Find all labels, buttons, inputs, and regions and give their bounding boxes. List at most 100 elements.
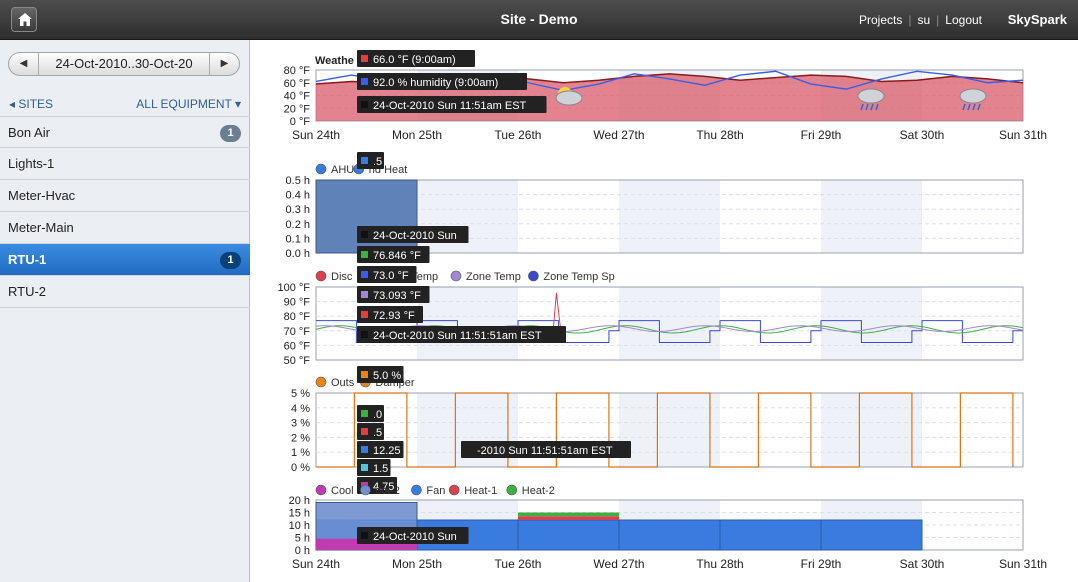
tooltip-swatch — [361, 428, 368, 435]
y-tick-label: 2 % — [291, 432, 310, 444]
x-tick-label: Sun 24th — [292, 557, 340, 571]
top-bar: Site - Demo Projects | su | Logout SkySpark — [0, 0, 1078, 40]
logout-link[interactable]: Logout — [945, 13, 982, 27]
tooltip-bg — [357, 286, 430, 303]
tooltip-text: 24-Oct-2010 Sun — [373, 230, 457, 242]
x-tick-label: Sun 31th — [999, 557, 1047, 571]
count-badge: 1 — [220, 125, 241, 142]
brand-logo: SkySpark — [1007, 12, 1067, 27]
legend-label: Heat-2 — [522, 485, 555, 497]
tooltip: .0 — [357, 405, 384, 422]
legend-label: Disc — [331, 271, 353, 283]
tooltip-text: 72.93 °F — [373, 310, 415, 322]
tooltip-bg — [357, 246, 430, 263]
cloud-shape — [857, 88, 885, 104]
x-tick-label: Tue 26th — [495, 557, 542, 571]
tooltip: 92.0 % humidity (9:00am) — [357, 73, 527, 90]
tooltip-text: 12.25 — [373, 445, 401, 457]
equipment-list: Bon Air 1 Lights-1 Meter-Hvac Meter-Main … — [0, 116, 250, 308]
day-band — [619, 180, 720, 253]
legend-label: Fan — [426, 485, 445, 497]
previous-range-button[interactable]: ◀ — [9, 53, 39, 75]
next-range-button[interactable]: ▶ — [209, 53, 239, 75]
home-button[interactable] — [11, 7, 37, 32]
tooltip-swatch — [361, 311, 368, 318]
tooltip-text: 24-Oct-2010 Sun 11:51am EST — [373, 100, 527, 112]
sites-link[interactable]: ◂ SITES — [9, 97, 54, 111]
heat-1-bar — [518, 516, 619, 520]
y-tick-label: 0 °F — [290, 116, 311, 128]
tooltip-text: 5.0 % — [373, 370, 401, 382]
day-band — [619, 287, 720, 360]
y-tick-label: 0.2 h — [286, 219, 310, 231]
legend-marker — [528, 270, 539, 282]
y-tick-label: 60 °F — [284, 78, 311, 90]
list-item-label: RTU-1 — [8, 252, 47, 267]
y-tick-label: 60 °F — [284, 340, 311, 352]
y-tick-label: 0 h — [295, 545, 310, 557]
rain-drop — [865, 103, 869, 111]
tooltip-swatch — [361, 157, 368, 164]
tooltip-text: .5 — [373, 427, 382, 439]
legend-marker — [448, 484, 460, 496]
tooltip: 66.0 °F (9:00am) — [357, 50, 475, 67]
tooltip-bg — [357, 306, 423, 323]
tooltip-text: 73.093 °F — [373, 290, 421, 302]
y-tick-label: 4 % — [291, 403, 310, 415]
tooltip-text: 1.5 — [373, 463, 388, 475]
tooltip-bg — [357, 326, 566, 343]
list-item-label: RTU-2 — [8, 284, 47, 299]
tooltip-bg — [357, 226, 469, 243]
home-icon — [18, 13, 32, 26]
legend-label: Zone Temp — [466, 271, 521, 283]
y-tick-label: 20 °F — [284, 103, 311, 115]
date-range-field[interactable]: 24-Oct-2010..30-Oct-20 — [55, 56, 193, 71]
tooltip: .5 — [357, 423, 384, 440]
user-link[interactable]: su — [917, 13, 931, 27]
tooltip-swatch — [361, 464, 368, 471]
rain-drop — [967, 103, 971, 111]
list-item[interactable]: RTU-2 — [0, 276, 250, 308]
all-equipment-dropdown[interactable]: ALL EQUIPMENT ▾ — [136, 97, 241, 111]
tooltip: -2010 Sun 11:51:51am EST — [461, 441, 631, 458]
rain-drop — [977, 103, 981, 111]
projects-link[interactable]: Projects — [859, 13, 903, 27]
rain-cloud-icon — [959, 88, 987, 111]
tooltip-swatch — [361, 532, 368, 539]
tooltip-bg — [357, 441, 404, 458]
x-tick-label: Mon 25th — [392, 128, 442, 142]
list-item[interactable]: RTU-1 1 — [0, 244, 250, 276]
y-tick-label: 5 h — [295, 533, 310, 545]
chart-title: Weathe — [315, 55, 354, 67]
tooltip-bg — [357, 423, 384, 440]
x-tick-label: Fri 29th — [801, 557, 842, 571]
day-band — [821, 180, 922, 253]
y-tick-label: 0 % — [291, 462, 310, 474]
discharge-temp-line — [552, 292, 561, 330]
y-tick-label: 0.5 h — [286, 175, 310, 187]
cloud-shape — [555, 90, 583, 106]
tooltip-swatch — [361, 371, 368, 378]
list-item[interactable]: Meter-Hvac — [0, 180, 250, 212]
list-item[interactable]: Lights-1 — [0, 148, 250, 180]
tooltip-swatch — [361, 331, 368, 338]
tooltip-swatch — [465, 446, 472, 453]
legend-label: Zone Temp Sp — [543, 271, 614, 283]
legend-label: AHU — [331, 164, 354, 176]
tooltip: 76.846 °F — [357, 246, 430, 263]
x-tick-label: Sat 30th — [900, 557, 945, 571]
rain-drop — [875, 103, 879, 111]
tooltip: 1.5 — [357, 459, 391, 476]
tooltip-swatch — [361, 78, 368, 85]
legend-label: Outs — [331, 377, 355, 389]
tooltip: 73.0 °F — [357, 266, 417, 283]
tooltip-bg — [357, 459, 391, 476]
list-item[interactable]: Bon Air 1 — [0, 116, 250, 148]
tooltip-swatch — [361, 251, 368, 258]
cool-bar — [316, 538, 417, 550]
tooltip-text: .5 — [373, 156, 382, 168]
cloud-shape — [959, 88, 987, 104]
legend-label: Cool — [331, 485, 354, 497]
list-item[interactable]: Meter-Main — [0, 212, 250, 244]
